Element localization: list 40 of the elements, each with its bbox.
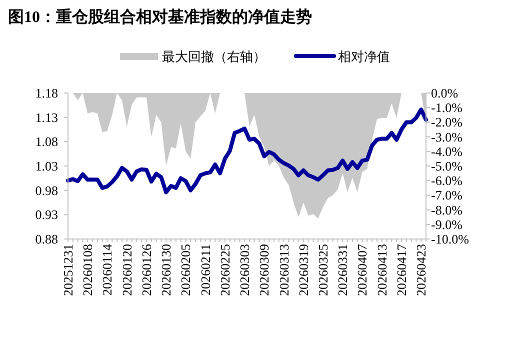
x-tick-label: 20260313 (276, 244, 292, 296)
y-tick-label: 1.03 (35, 158, 58, 174)
y2-tick-label: -7.0% (431, 188, 463, 203)
y2-tick-label: 0.0% (431, 86, 458, 100)
y2-tick-label: -5.0% (431, 158, 463, 174)
y2-tick-label: -9.0% (431, 216, 463, 232)
x-tick-label: 20260407 (354, 244, 370, 296)
y-tick-label: 1.08 (35, 134, 58, 150)
x-tick-label: 20260130 (158, 244, 174, 296)
y2-tick-label: -10.0% (431, 232, 470, 246)
x-tick-label: 20260225 (217, 244, 232, 296)
chart-title: 图10：重仓股组合相对基准指数的净值走势 (8, 8, 312, 26)
x-tick-label: 20260303 (237, 244, 252, 296)
y2-tick-label: -3.0% (431, 129, 463, 144)
y-tick-label: 0.98 (35, 182, 58, 198)
y2-tick-label: -1.0% (431, 100, 463, 116)
x-tick-label: 20260325 (316, 244, 331, 296)
x-tick-label: 20260120 (119, 244, 134, 296)
x-tick-label: 20260417 (394, 244, 409, 296)
y2-tick-label: -8.0% (431, 202, 463, 218)
y-tick-label: 1.18 (35, 86, 58, 100)
x-tick-label: 20260211 (198, 244, 213, 296)
x-tick-label: 20260126 (138, 244, 154, 296)
x-tick-label: 20260413 (374, 244, 390, 296)
x-tick-label: 20260423 (414, 244, 429, 296)
x-tick-label: 20260205 (178, 244, 194, 296)
legend-label: 相对净值 (338, 49, 390, 64)
x-tick-label: 20260108 (80, 244, 96, 296)
x-tick-label: 20260319 (296, 244, 311, 296)
y2-tick-label: -4.0% (431, 144, 463, 159)
x-tick-label: 20251231 (60, 244, 76, 296)
legend-label: 最大回撤（右轴） (162, 49, 266, 64)
x-tick-label: 20260309 (256, 244, 272, 296)
y-tick-label: 1.13 (35, 110, 58, 125)
y2-tick-label: -2.0% (431, 114, 463, 130)
x-tick-label: 20260114 (100, 244, 115, 296)
x-tick-label: 20260331 (335, 244, 350, 296)
y2-tick-label: -6.0% (431, 173, 463, 188)
y-tick-label: 0.93 (35, 207, 58, 222)
y-tick-label: 0.88 (35, 232, 58, 246)
